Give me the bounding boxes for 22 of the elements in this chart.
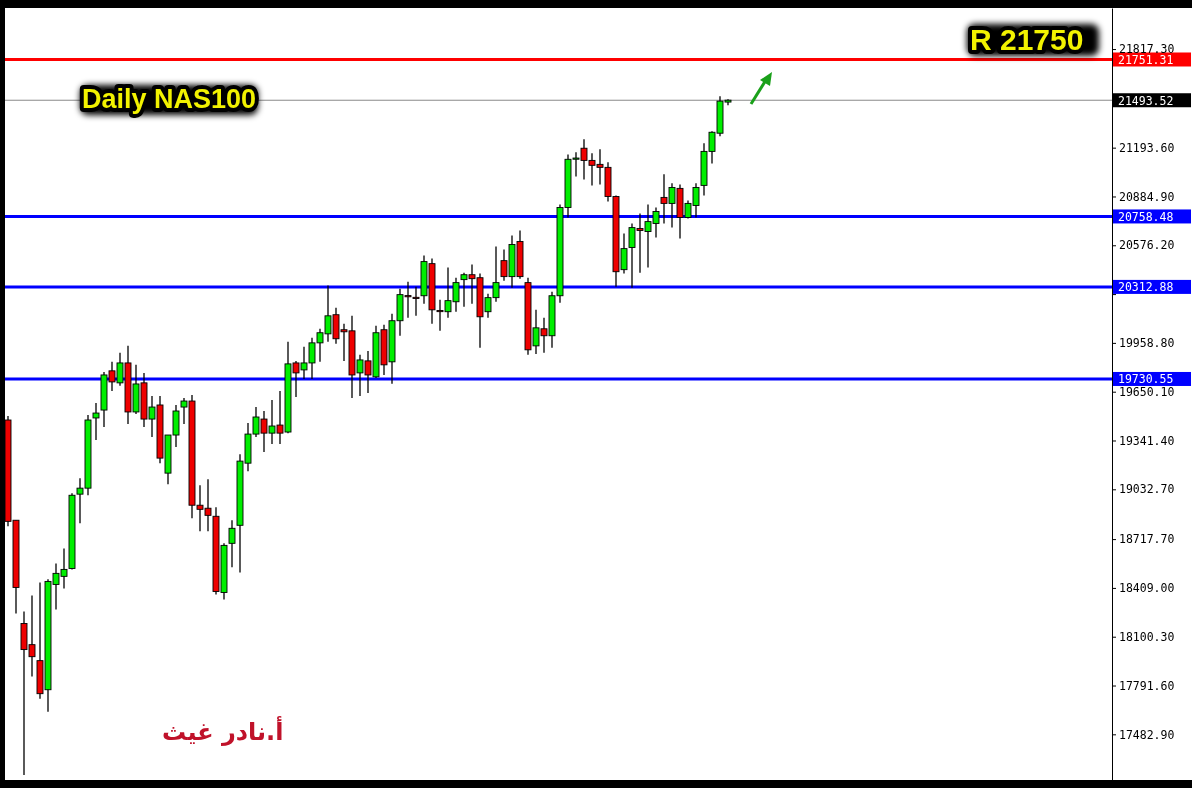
candlestick bbox=[228, 519, 236, 569]
candlestick bbox=[92, 402, 100, 441]
ref-line-label: 21751.31 bbox=[1118, 52, 1174, 67]
ref-line-label: 21493.52 bbox=[1118, 93, 1174, 108]
annotation: R 21750 bbox=[970, 23, 1084, 56]
y-tick-label: 19958.80 bbox=[1119, 336, 1175, 351]
y-tick-label: 19650.10 bbox=[1119, 384, 1175, 399]
ref-line-label: 20312.88 bbox=[1118, 280, 1174, 295]
y-tick-label: 20576.20 bbox=[1119, 238, 1175, 253]
y-tick-label: 17482.90 bbox=[1119, 727, 1175, 742]
y-tick-label: 17791.60 bbox=[1119, 678, 1175, 693]
ref-line-label: 20758.48 bbox=[1118, 209, 1174, 224]
y-tick-label: 19341.40 bbox=[1119, 433, 1175, 448]
y-tick-label: 21193.60 bbox=[1119, 140, 1175, 155]
ref-line-label: 19730.55 bbox=[1118, 372, 1174, 387]
candlestick bbox=[412, 286, 420, 317]
annotation: أ.نادر غيث bbox=[162, 716, 284, 746]
y-tick-label: 20884.90 bbox=[1119, 189, 1175, 204]
y-tick-label: 18409.00 bbox=[1119, 581, 1175, 596]
y-tick-label: 18717.70 bbox=[1119, 532, 1175, 547]
y-tick-label: 19032.70 bbox=[1119, 482, 1175, 497]
y-tick-label: 18100.30 bbox=[1119, 629, 1175, 644]
